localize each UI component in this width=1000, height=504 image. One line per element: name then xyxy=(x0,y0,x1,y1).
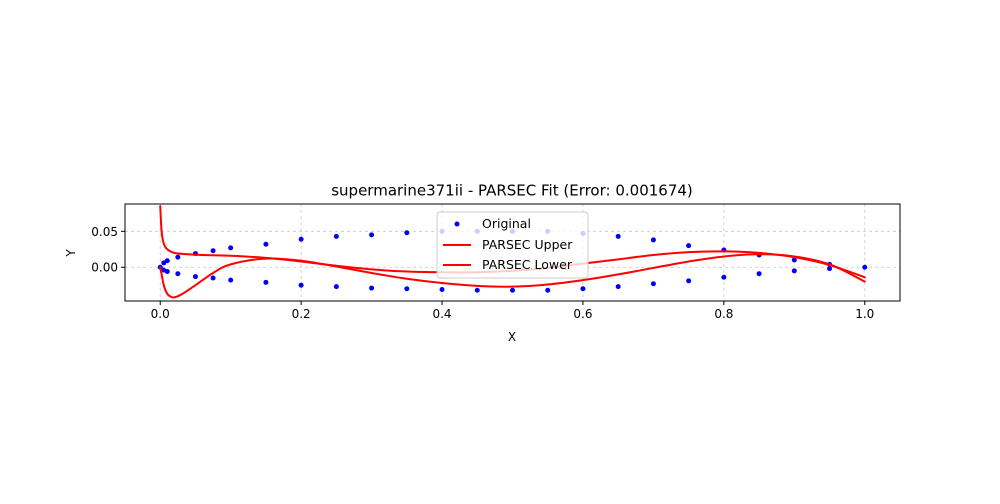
legend: Original PARSEC Upper PARSEC Lower xyxy=(436,211,589,279)
x-tick-label: 0.4 xyxy=(432,307,451,321)
original-point xyxy=(404,286,410,292)
original-point xyxy=(580,286,586,292)
parsec-upper-line xyxy=(159,205,866,279)
original-point xyxy=(210,248,216,254)
original-point xyxy=(298,282,304,288)
original-point xyxy=(439,287,445,293)
series-layer xyxy=(157,205,868,299)
original-point xyxy=(192,274,198,280)
x-tick-label: 0.2 xyxy=(292,307,311,321)
original-point xyxy=(263,241,269,247)
original-point xyxy=(298,236,304,242)
original-point xyxy=(862,264,868,270)
original-point xyxy=(650,281,656,287)
chart-title: supermarine371ii - PARSEC Fit (Error: 0.… xyxy=(331,182,693,200)
original-point xyxy=(210,275,216,281)
x-tick-label: 1.0 xyxy=(855,307,874,321)
original-point xyxy=(369,285,375,291)
original-point xyxy=(615,284,621,290)
original-point xyxy=(369,232,375,238)
original-point xyxy=(404,230,410,236)
original-point xyxy=(263,279,269,285)
x-tick-label: 0.6 xyxy=(573,307,592,321)
legend-frame xyxy=(436,211,589,279)
axes xyxy=(124,203,901,302)
original-point xyxy=(791,268,797,274)
original-point xyxy=(175,254,181,260)
original-point xyxy=(175,271,181,277)
original-point xyxy=(686,243,692,249)
original-point xyxy=(721,274,727,280)
original-point xyxy=(510,287,515,293)
plot-area-frame xyxy=(124,203,901,302)
y-tick-label: 0.05 xyxy=(91,225,118,239)
x-axis-label: X xyxy=(508,330,516,344)
original-point xyxy=(228,245,234,251)
original-point xyxy=(333,233,339,239)
original-point xyxy=(164,258,170,264)
x-tick-label: 0.0 xyxy=(151,307,170,321)
original-point xyxy=(756,271,762,277)
original-point xyxy=(686,278,692,284)
ticks: 0.0 0.2 0.4 0.6 0.8 1.0 0.00 0.05 xyxy=(91,225,874,321)
original-point xyxy=(650,237,656,243)
legend-label-original: Original xyxy=(482,216,531,231)
legend-label-parsec-lower: PARSEC Lower xyxy=(482,257,573,272)
original-point xyxy=(545,287,551,293)
original-point xyxy=(474,287,480,293)
legend-marker-original xyxy=(454,221,460,227)
original-point xyxy=(615,233,621,239)
x-tick-label: 0.8 xyxy=(714,307,733,321)
legend-label-parsec-upper: PARSEC Upper xyxy=(482,237,573,252)
original-point xyxy=(333,284,339,290)
original-point xyxy=(164,269,170,275)
y-axis-label: Y xyxy=(64,249,78,258)
y-tick-label: 0.00 xyxy=(91,261,118,275)
original-point xyxy=(228,277,234,283)
original-point xyxy=(791,257,797,263)
original-point xyxy=(827,266,833,272)
parsec-lower-line xyxy=(159,253,866,299)
